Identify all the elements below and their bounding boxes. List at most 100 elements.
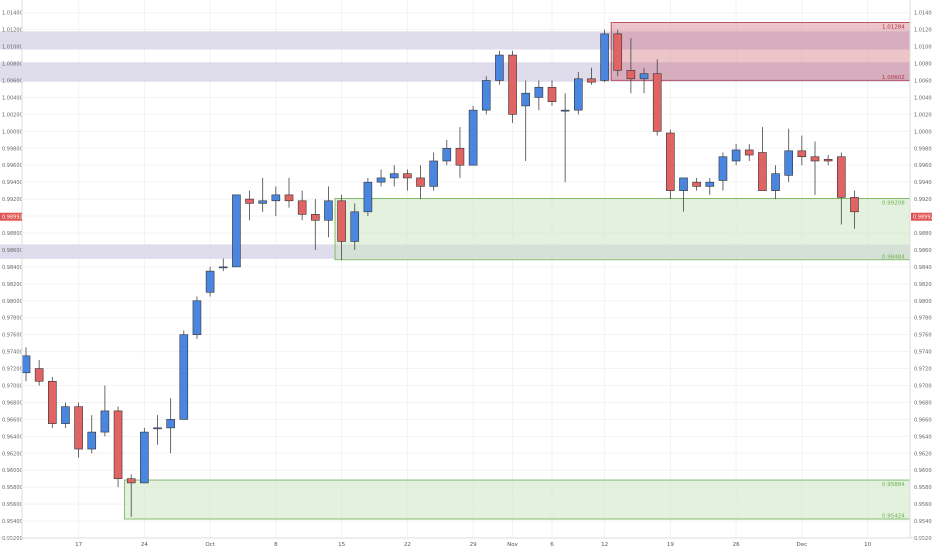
y-tick-label-right: 0.96200 [914, 451, 932, 457]
y-tick-label-right: 0.98200 [914, 282, 932, 288]
y-tick-label-left: 1.01000 [2, 45, 23, 51]
y-tick-label-right: 0.99800 [914, 146, 932, 152]
time-axis[interactable]: 17 24 Oct 8 15 22 29 Nov 6 12 19 26 Dec 10 [0, 537, 932, 548]
y-tick-label-right: 0.98400 [914, 265, 932, 271]
candle [271, 186, 281, 217]
y-tick-label-left: 0.97600 [2, 333, 23, 339]
candle [442, 139, 452, 166]
candle [495, 50, 504, 85]
zone-top-label: 0.95884 [882, 482, 905, 488]
candle [34, 360, 44, 386]
candle-body-up [87, 431, 97, 450]
candle [61, 402, 70, 428]
y-tick-label-left: 0.95800 [2, 485, 23, 491]
candle-body-down [692, 181, 701, 187]
right-price-axis[interactable]: 0.95200 0.95400 0.95600 0.95800 0.96000 0.962… [909, 0, 932, 542]
candle [718, 152, 728, 191]
candle-body-up [218, 266, 228, 269]
y-tick-label-left: 1.00000 [2, 129, 23, 135]
candle-body-up [495, 54, 504, 81]
y-tick-label-right: 1.00200 [914, 112, 932, 118]
candle [153, 415, 162, 445]
candle [245, 190, 254, 221]
y-tick-label-left: 0.96800 [2, 400, 23, 406]
x-tick-label: Oct [205, 542, 215, 548]
candle-body-up [232, 194, 241, 268]
y-tick-label-left: 0.96200 [2, 451, 23, 457]
y-tick-label-right: 1.00800 [914, 62, 932, 68]
candle-body-down [587, 78, 596, 83]
candle-body-up [363, 181, 373, 213]
candle-body-up [639, 73, 649, 80]
x-tick-label: 8 [274, 542, 278, 548]
candle-body-up [429, 160, 438, 187]
candle [337, 194, 346, 261]
candle [547, 80, 557, 106]
candle [692, 177, 701, 191]
y-tick-label-left: 0.99200 [2, 197, 23, 203]
candle [297, 190, 307, 221]
candle [363, 177, 373, 217]
horizontal-band [0, 31, 910, 50]
candle [587, 67, 596, 85]
candle-body-up [179, 334, 189, 420]
y-tick-label-right: 0.95200 [914, 536, 932, 542]
y-tick-label-left: 0.99400 [2, 180, 23, 186]
candle-body-up [271, 194, 281, 202]
candle-body-up [153, 427, 162, 430]
candle-body-down [113, 410, 123, 479]
candle-body-up [166, 419, 175, 429]
y-tick-label-left: 0.98200 [2, 282, 23, 288]
candle-body-up [600, 33, 609, 81]
candle [416, 165, 425, 200]
candle-body-down [455, 147, 465, 166]
candle [850, 190, 859, 229]
candle-body-up [376, 177, 386, 183]
candle-body-up [324, 200, 333, 221]
candle [100, 385, 110, 437]
y-tick-label-right: 0.95400 [914, 519, 932, 525]
supply-zone [610, 22, 911, 81]
candle-body-down [547, 86, 557, 102]
candle-body-up [100, 410, 110, 433]
x-tick-label: 19 [667, 542, 674, 548]
y-tick-label-right: 0.98600 [914, 248, 932, 254]
candles-layer [21, 29, 859, 517]
candle [205, 266, 215, 297]
candle-body-up [718, 156, 728, 181]
candle [284, 177, 294, 208]
x-tick-label: Dec [797, 542, 808, 548]
candle-body-down [416, 177, 425, 187]
candle [179, 330, 189, 420]
candle-body-down [810, 156, 820, 162]
candle-body-down [310, 214, 320, 221]
y-tick-label-left: 0.97000 [2, 383, 23, 389]
candle [758, 127, 767, 191]
y-tick-label-right: 0.96600 [914, 417, 932, 423]
y-tick-label-left: 0.98400 [2, 265, 23, 271]
candle [429, 152, 438, 191]
y-tick-label-left: 0.98800 [2, 231, 23, 237]
candle-body-up [771, 173, 780, 191]
candle [534, 80, 544, 111]
candle-body-up [61, 406, 70, 424]
candle [310, 199, 320, 250]
candle-body-down [797, 150, 807, 158]
y-tick-label-left: 1.01400 [2, 11, 23, 17]
x-tick-label: 24 [141, 542, 148, 548]
left-price-axis[interactable]: 0.95200 0.95400 0.95600 0.95800 0.96000 0.962… [2, 0, 23, 542]
candle [600, 29, 609, 83]
candle [403, 169, 412, 191]
x-tick-label: 12 [601, 542, 608, 548]
y-tick-label-right: 1.01000 [914, 45, 932, 51]
zone-bottom-label: 1.00602 [882, 75, 905, 81]
candle [324, 186, 333, 238]
y-tick-label-left: 0.98000 [2, 299, 23, 305]
candle-body-up [21, 355, 31, 374]
y-tick-label-left: 1.00400 [2, 95, 23, 101]
candle-body-up [258, 200, 268, 204]
candle [258, 177, 268, 212]
candle-body-down [626, 70, 636, 80]
candle-body-up [389, 173, 399, 179]
